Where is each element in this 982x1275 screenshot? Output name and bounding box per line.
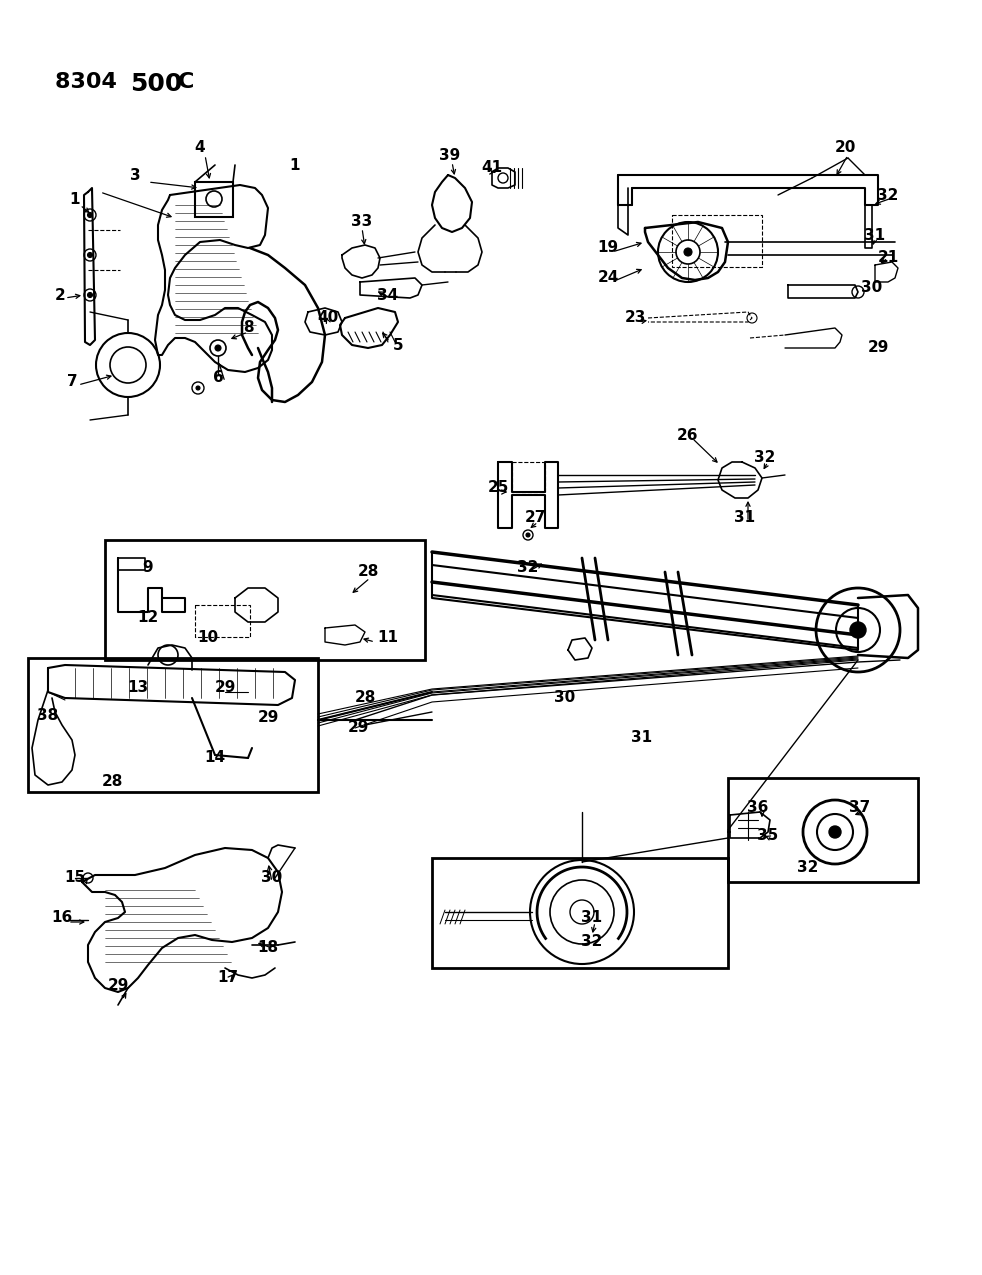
Text: 9: 9 xyxy=(142,561,153,575)
Text: 32: 32 xyxy=(877,187,899,203)
Text: 25: 25 xyxy=(487,481,509,496)
Text: 18: 18 xyxy=(257,941,279,955)
Bar xyxy=(195,606,250,638)
Text: 1: 1 xyxy=(70,193,81,208)
Text: 31: 31 xyxy=(735,510,755,525)
Text: 32: 32 xyxy=(581,935,603,950)
Text: 33: 33 xyxy=(352,214,372,230)
Text: 30: 30 xyxy=(261,871,283,886)
Text: 35: 35 xyxy=(757,827,779,843)
Text: 34: 34 xyxy=(377,287,399,302)
Text: 15: 15 xyxy=(65,871,85,886)
Bar xyxy=(105,541,425,660)
Text: 29: 29 xyxy=(257,710,279,725)
Text: 1: 1 xyxy=(290,158,300,172)
Text: 31: 31 xyxy=(864,227,886,242)
Text: 4: 4 xyxy=(194,140,205,156)
Bar xyxy=(512,462,545,492)
Text: 41: 41 xyxy=(481,161,503,176)
Text: 12: 12 xyxy=(137,611,159,626)
Text: 29: 29 xyxy=(867,340,889,356)
Text: 30: 30 xyxy=(555,691,575,705)
Text: 500: 500 xyxy=(130,71,183,96)
Text: 26: 26 xyxy=(678,427,699,442)
Text: 21: 21 xyxy=(877,250,899,265)
Text: 17: 17 xyxy=(217,970,239,986)
Text: 20: 20 xyxy=(835,140,855,156)
Circle shape xyxy=(684,249,692,256)
Circle shape xyxy=(87,213,92,218)
Bar xyxy=(728,778,918,882)
Text: C: C xyxy=(178,71,194,92)
Text: 6: 6 xyxy=(213,371,223,385)
Circle shape xyxy=(87,252,92,258)
Text: 3: 3 xyxy=(130,167,140,182)
Text: 29: 29 xyxy=(348,720,368,736)
Text: 29: 29 xyxy=(107,978,129,992)
Circle shape xyxy=(850,622,866,638)
Text: 5: 5 xyxy=(393,338,404,352)
Text: 40: 40 xyxy=(317,311,339,325)
Text: 32: 32 xyxy=(797,861,819,876)
Circle shape xyxy=(196,386,200,390)
Text: 37: 37 xyxy=(849,801,871,816)
Text: 30: 30 xyxy=(861,280,883,296)
Text: 2: 2 xyxy=(55,287,66,302)
Text: 29: 29 xyxy=(214,681,236,695)
Text: 32: 32 xyxy=(518,561,539,575)
Text: 8304: 8304 xyxy=(55,71,125,92)
Text: 38: 38 xyxy=(37,708,59,723)
Text: 8: 8 xyxy=(243,320,253,335)
Text: 28: 28 xyxy=(101,774,123,789)
Bar xyxy=(672,215,762,266)
Text: 31: 31 xyxy=(581,910,603,926)
Text: 16: 16 xyxy=(51,910,73,926)
Text: 32: 32 xyxy=(754,450,776,465)
Text: 23: 23 xyxy=(625,311,646,325)
Text: 11: 11 xyxy=(377,631,399,645)
Circle shape xyxy=(87,292,92,297)
Text: 10: 10 xyxy=(197,631,219,645)
Bar xyxy=(432,858,728,968)
Text: 27: 27 xyxy=(524,510,546,525)
Circle shape xyxy=(829,826,841,838)
Text: 13: 13 xyxy=(128,681,148,695)
Text: 7: 7 xyxy=(67,375,78,389)
Text: 36: 36 xyxy=(747,801,769,816)
Text: 28: 28 xyxy=(355,691,376,705)
Text: 19: 19 xyxy=(597,241,619,255)
Circle shape xyxy=(526,533,530,537)
Text: 14: 14 xyxy=(204,751,226,765)
Bar xyxy=(195,182,233,217)
Text: 28: 28 xyxy=(357,565,379,580)
Circle shape xyxy=(215,346,221,351)
Text: 39: 39 xyxy=(439,148,461,162)
Text: 24: 24 xyxy=(597,270,619,286)
Text: 31: 31 xyxy=(631,731,653,746)
Bar xyxy=(28,658,318,792)
